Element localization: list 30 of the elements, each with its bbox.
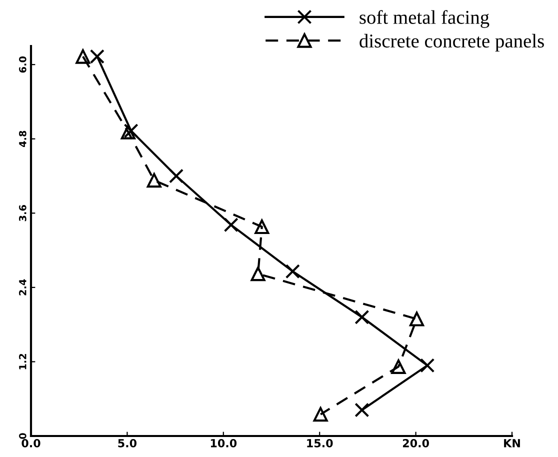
point [168,168,184,184]
point [76,49,90,64]
x-tick-label: KN [504,439,520,448]
point [224,218,238,232]
point [420,358,435,373]
x-tick-label: 20.0 [402,438,429,448]
point [409,312,424,326]
legend-label: discrete concrete panels [360,34,544,52]
y-tick-label: 6.0 [18,56,26,73]
y-tick-label: 3.6 [18,205,26,222]
legend-label: soft metal facing [360,10,490,28]
x-tick-label: 15.0 [307,438,333,448]
y-tick-label: 4.8 [18,130,26,148]
y-tick-label: 0 [18,433,26,439]
y-tick-label: 1.2 [18,354,26,370]
x-tick-label: 10.0 [210,438,237,448]
point [254,219,270,234]
point [90,49,104,64]
point [146,173,162,188]
x-tick-label: 5.0 [118,438,137,448]
point [313,407,328,422]
point [250,266,266,282]
point [124,124,138,138]
x-tick-label: 0.0 [22,438,40,448]
point [285,264,300,279]
y-tick-label: 2.4 [18,279,26,296]
point [354,402,370,418]
point [391,359,406,374]
point [120,124,136,140]
point [354,310,370,324]
